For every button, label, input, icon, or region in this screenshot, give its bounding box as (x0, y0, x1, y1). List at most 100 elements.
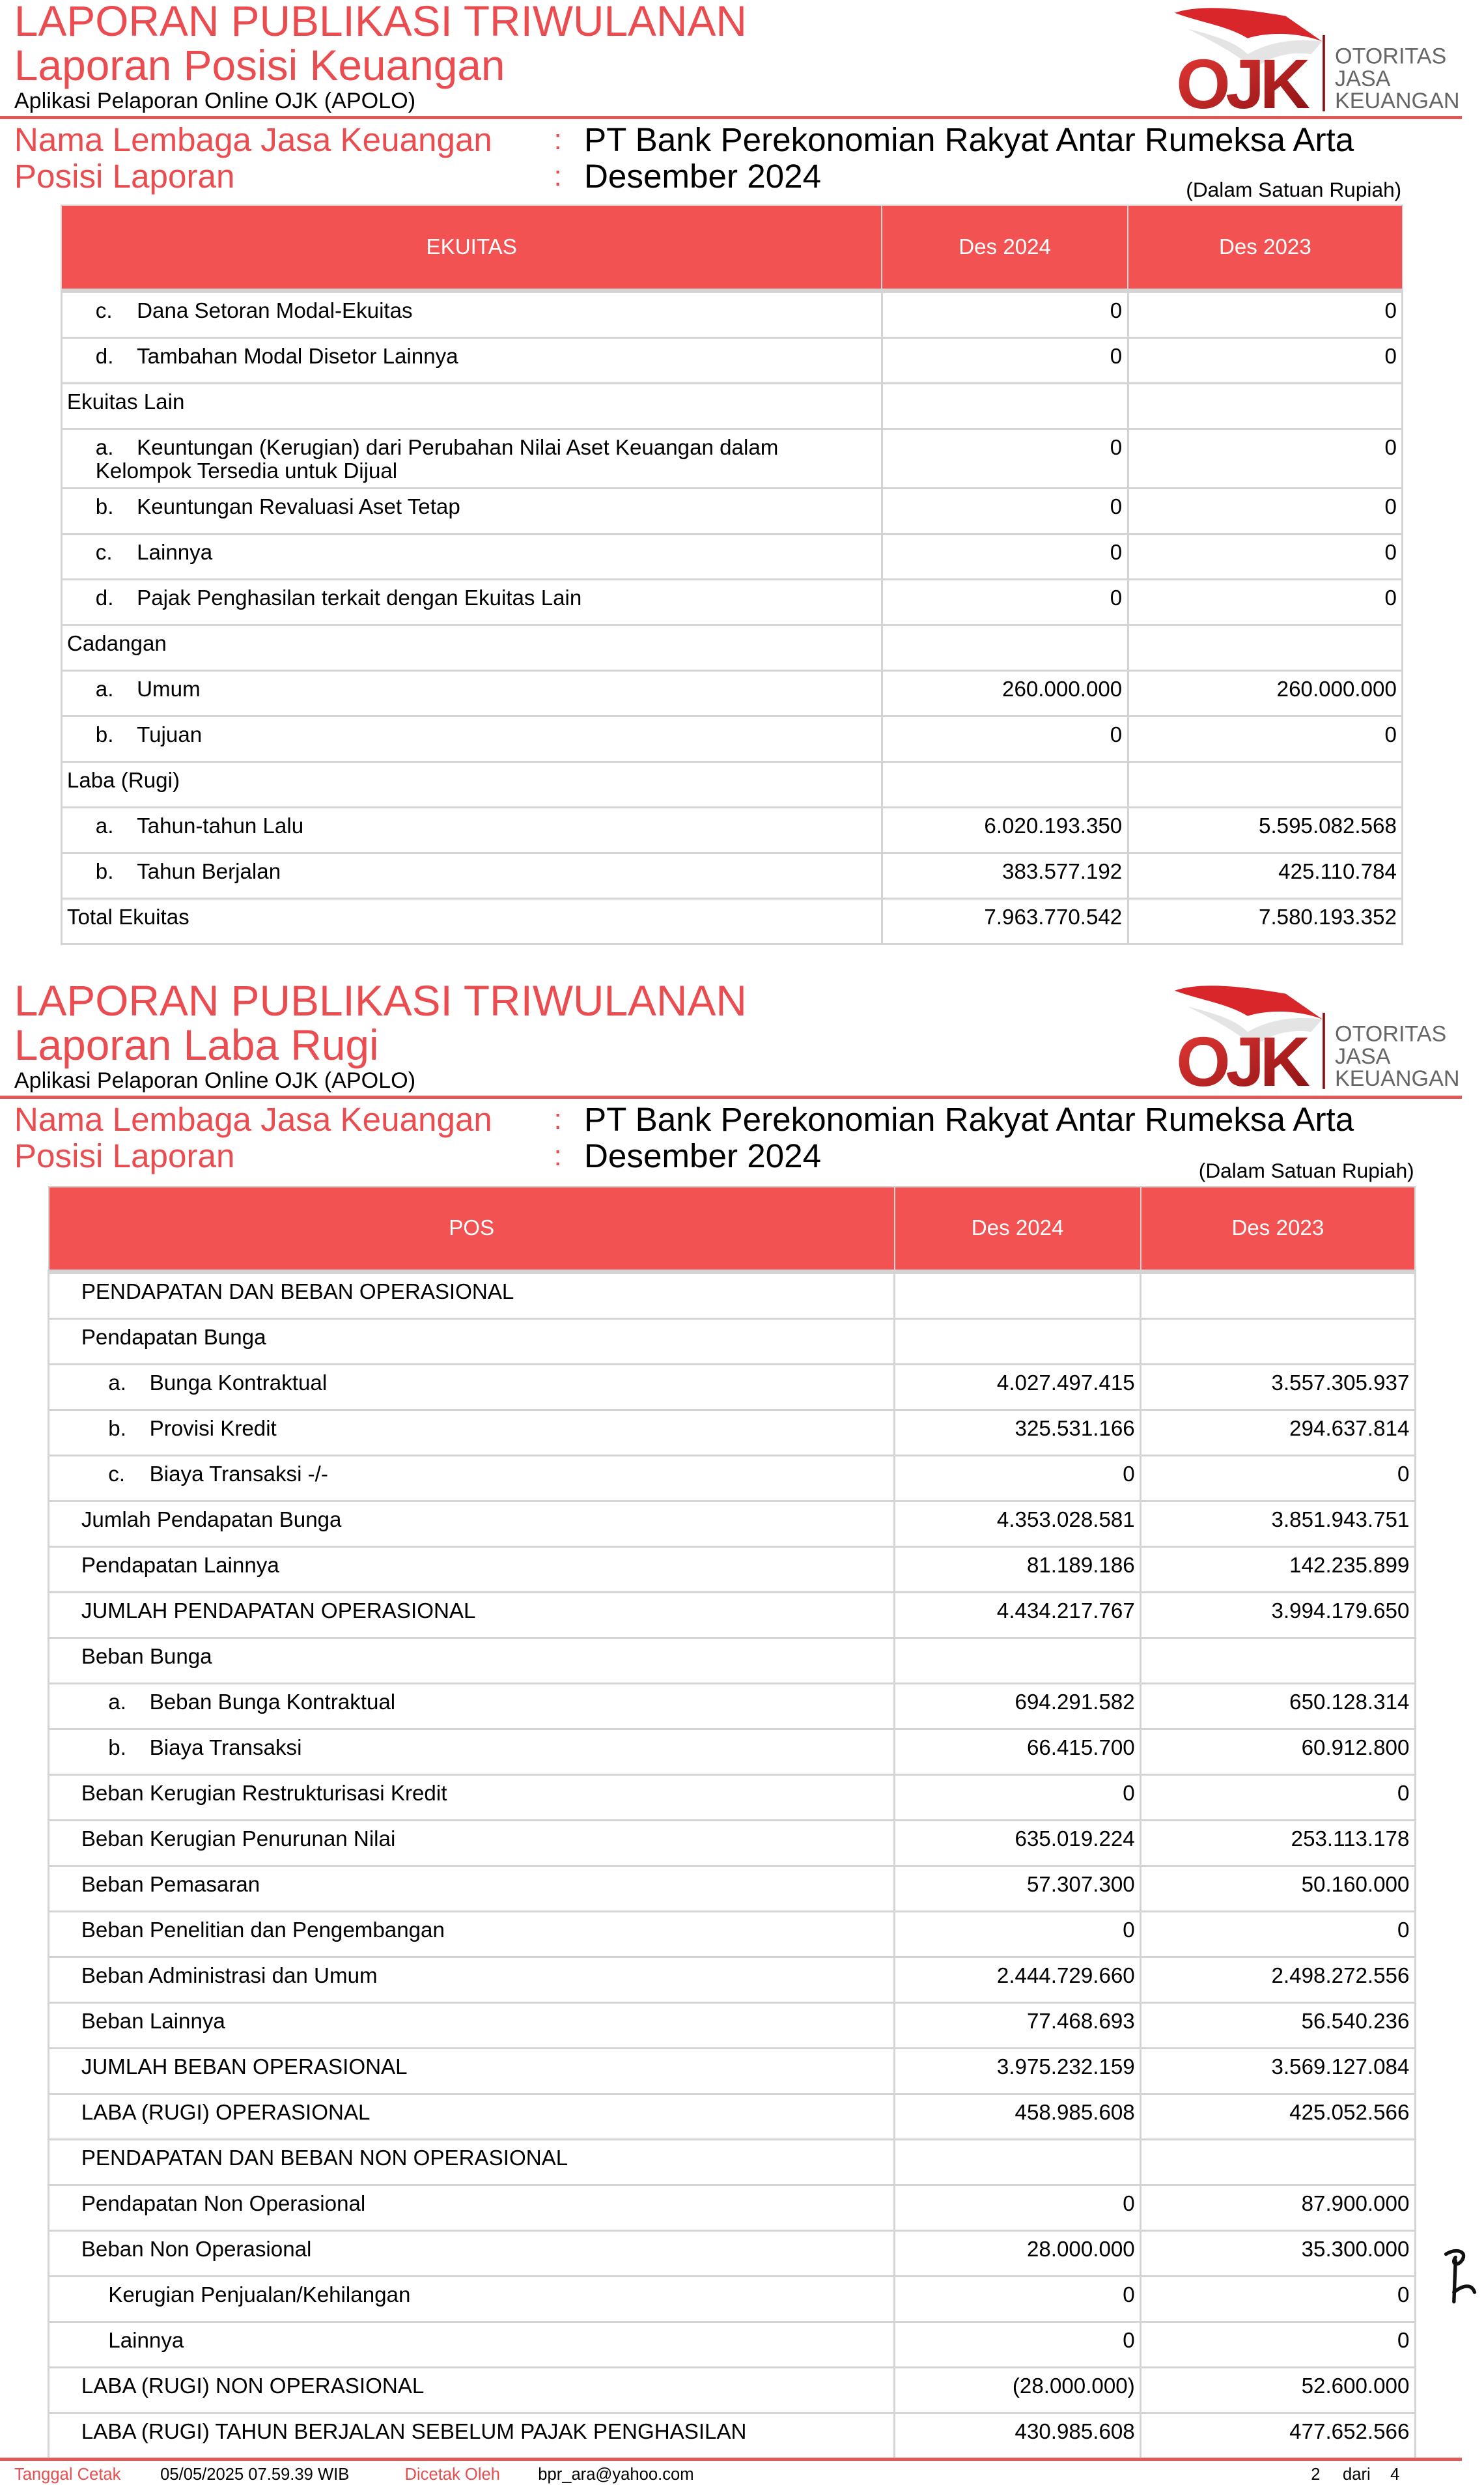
table-row: Ekuitas Lain (60, 382, 1404, 431)
app-name: Aplikasi Pelaporan Online OJK (APOLO) (14, 1068, 416, 1094)
value-des-2024: 3.975.232.159 (893, 2047, 1142, 2095)
item-label: LABA (RUGI) TAHUN BERJALAN SEBELUM PAJAK… (81, 2420, 747, 2445)
value-des-2023: 3.569.127.084 (1140, 2047, 1416, 2095)
table-row: Beban Penelitian dan Pengembangan 0 0 (48, 1910, 1416, 1959)
meta-label: Posisi Laporan (14, 157, 235, 195)
table-row: Cadangan (60, 623, 1404, 672)
income-statement-table: POS Des 2024 Des 2023 PENDAPATAN DAN BEB… (48, 1186, 1416, 2460)
value-des-2024: 57.307.300 (893, 1865, 1142, 1913)
label-cell: Beban Administrasi dan Umum (48, 1956, 896, 2004)
table-row: Beban Bunga (48, 1637, 1416, 1685)
table-row: Beban Pemasaran 57.307.300 50.160.000 (48, 1865, 1416, 1913)
handwritten-initial (1444, 2249, 1477, 2304)
item-letter: d. (95, 586, 114, 610)
item-label: Beban Penelitian dan Pengembangan (81, 1918, 445, 1943)
col-header-des-2023: Des 2023 (1140, 1186, 1416, 1275)
label-cell: JUMLAH PENDAPATAN OPERASIONAL (48, 1591, 896, 1640)
col-header-ekuitas: EKUITAS (61, 205, 883, 294)
meta-value: PT Bank Perekonomian Rakyat Antar Rumeks… (583, 121, 1354, 158)
table-row: Jumlah Pendapatan Bunga 4.353.028.581 3.… (48, 1500, 1416, 1548)
col-header-des-2024: Des 2024 (881, 205, 1129, 294)
label-cell: a. Umum (60, 669, 883, 717)
table-row: c. Dana Setoran Modal-Ekuitas 0 0 (60, 290, 1404, 339)
table-row: Pendapatan Non Operasional 0 87.900.000 (48, 2184, 1416, 2232)
value-des-2023: 7.580.193.352 (1127, 897, 1404, 945)
item-label: Pajak Penghasilan terkait dengan Ekuitas… (137, 586, 582, 610)
label-cell: b. Tahun Berjalan (60, 851, 883, 900)
value-des-2024: 0 (880, 715, 1129, 763)
value-des-2024: 430.985.608 (893, 2412, 1142, 2460)
value-des-2023: 35.300.000 (1140, 2230, 1416, 2278)
value-des-2023: 0 (1140, 1774, 1416, 1822)
value-des-2023: 3.557.305.937 (1140, 1363, 1416, 1412)
item-label-continued: Kelompok Tersedia untuk Dijual (95, 459, 398, 484)
value-des-2023: 0 (1140, 2321, 1416, 2369)
value-des-2023: 260.000.000 (1127, 669, 1404, 717)
meta-separator: : (553, 123, 562, 156)
print-date: 05/05/2025 07.59.39 WIB (160, 2465, 350, 2484)
value-des-2023: 52.600.000 (1140, 2366, 1416, 2415)
value-des-2024 (893, 1637, 1142, 1685)
table-row: Laba (Rugi) (60, 760, 1404, 808)
meta-value: PT Bank Perekonomian Rakyat Antar Rumeks… (583, 1100, 1354, 1138)
item-label: Beban Bunga (81, 1645, 212, 1669)
table-row: Beban Kerugian Penurunan Nilai 635.019.2… (48, 1819, 1416, 1867)
table-row: Kerugian Penjualan/Kehilangan 0 0 (48, 2275, 1416, 2323)
label-cell: b. Biaya Transaksi (48, 1728, 896, 1776)
value-des-2023: 0 (1127, 290, 1404, 339)
label-cell: b. Provisi Kredit (48, 1409, 896, 1457)
ojk-logo: OJK OTORITAS JASA KEUANGAN (1171, 7, 1463, 123)
item-label: Lainnya (108, 2329, 184, 2353)
label-cell: Ekuitas Lain (60, 382, 883, 431)
table-row: b. Provisi Kredit 325.531.166 294.637.814 (48, 1409, 1416, 1457)
value-des-2023: 0 (1140, 1455, 1416, 1503)
item-label: Keuntungan Revaluasi Aset Tetap (137, 494, 460, 519)
item-label: Beban Pemasaran (81, 1873, 260, 1897)
meta-label: Nama Lembaga Jasa Keuangan (14, 121, 492, 158)
value-des-2023: 87.900.000 (1140, 2184, 1416, 2232)
table-row: Beban Non Operasional 28.000.000 35.300.… (48, 2230, 1416, 2278)
value-des-2024: 0 (893, 1455, 1142, 1503)
value-des-2024: 0 (880, 290, 1129, 339)
value-des-2023 (1127, 623, 1404, 672)
value-des-2023: 56.540.236 (1140, 2002, 1416, 2050)
item-label: PENDAPATAN DAN BEBAN NON OPERASIONAL (81, 2146, 568, 2171)
page-number: 2 (1311, 2465, 1321, 2484)
label-cell: LABA (RUGI) TAHUN BERJALAN SEBELUM PAJAK… (48, 2412, 896, 2460)
value-des-2023: 425.052.566 (1140, 2093, 1416, 2141)
report-title: LAPORAN PUBLIKASI TRIWULANAN (14, 0, 747, 45)
item-label: Provisi Kredit (149, 1417, 277, 1441)
printed-by: bpr_ara@yahoo.com (538, 2465, 694, 2484)
value-des-2024 (880, 382, 1129, 431)
label-cell: Beban Bunga (48, 1637, 896, 1685)
svg-text:OJK: OJK (1176, 1023, 1309, 1089)
value-des-2024: 28.000.000 (893, 2230, 1142, 2278)
label-cell: Beban Penelitian dan Pengembangan (48, 1910, 896, 1959)
value-des-2023: 477.652.566 (1140, 2412, 1416, 2460)
value-des-2023: 253.113.178 (1140, 1819, 1416, 1867)
item-label: Total Ekuitas (66, 905, 189, 930)
table-row: a. Umum 260.000.000 260.000.000 (60, 669, 1404, 717)
item-label: Jumlah Pendapatan Bunga (81, 1508, 342, 1533)
value-des-2024: 694.291.582 (893, 1683, 1142, 1731)
value-des-2024: 4.434.217.767 (893, 1591, 1142, 1640)
value-des-2023: 0 (1127, 578, 1404, 626)
value-des-2024: 325.531.166 (893, 1409, 1142, 1457)
label-cell: Beban Non Operasional (48, 2230, 896, 2278)
value-des-2023: 0 (1127, 532, 1404, 580)
value-des-2024: 635.019.224 (893, 1819, 1142, 1867)
printed-by-label: Dicetak Oleh (404, 2465, 500, 2484)
value-des-2024: 260.000.000 (880, 669, 1129, 717)
label-cell: a. Tahun-tahun Lalu (60, 806, 883, 854)
value-des-2024: (28.000.000) (893, 2366, 1142, 2415)
value-des-2023: 3.851.943.751 (1140, 1500, 1416, 1548)
label-cell: d. Pajak Penghasilan terkait dengan Ekuit… (60, 578, 883, 626)
value-des-2023: 60.912.800 (1140, 1728, 1416, 1776)
value-des-2024: 0 (880, 428, 1129, 489)
value-des-2023 (1140, 2138, 1416, 2187)
table-row: Beban Lainnya 77.468.693 56.540.236 (48, 2002, 1416, 2050)
item-label: Umum (137, 677, 201, 702)
value-des-2024: 0 (880, 487, 1129, 535)
header-divider (0, 115, 1462, 119)
item-letter: c. (95, 298, 113, 323)
